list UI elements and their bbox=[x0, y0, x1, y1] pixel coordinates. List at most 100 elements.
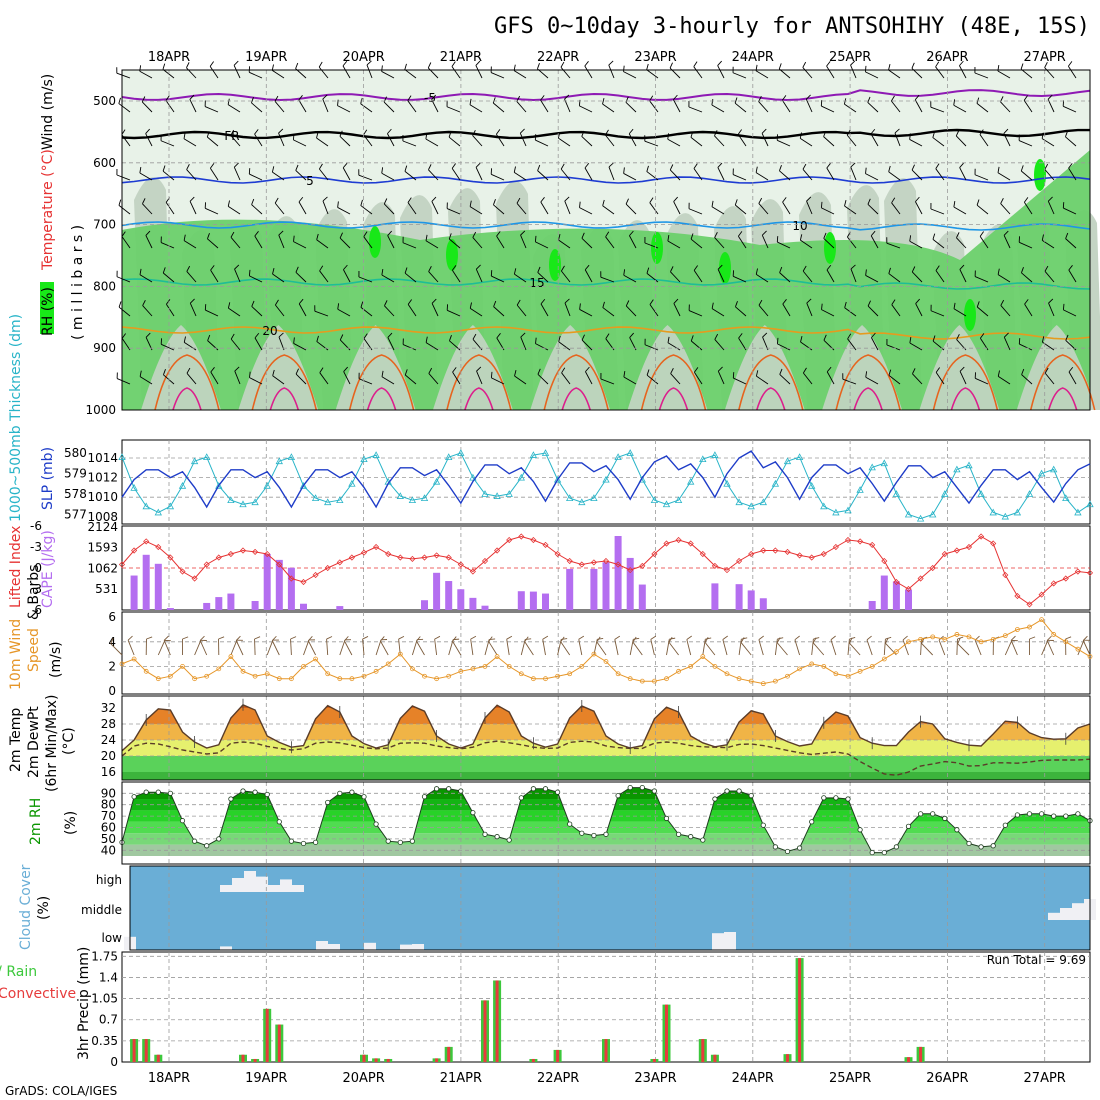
thickness-point bbox=[299, 481, 308, 489]
p4-ytick-label: 4 bbox=[108, 635, 116, 649]
wind-barb bbox=[888, 267, 891, 274]
wind-barb bbox=[339, 334, 344, 341]
lifted-index-point bbox=[1002, 571, 1009, 579]
wind-barb bbox=[581, 339, 593, 351]
cloud-low-bar bbox=[328, 944, 340, 950]
wind-barb bbox=[139, 274, 153, 283]
wind-barb bbox=[366, 64, 373, 79]
wind-barb bbox=[162, 170, 175, 181]
wind-barb bbox=[1068, 265, 1073, 271]
wind-barb bbox=[625, 198, 629, 205]
rh2m-point bbox=[1075, 811, 1081, 817]
wind-barb bbox=[407, 202, 417, 215]
precip-conv-bar bbox=[531, 1058, 535, 1062]
wind-barb bbox=[292, 133, 295, 140]
wind-barb bbox=[293, 241, 307, 249]
wind-barb bbox=[469, 206, 483, 215]
lifted-index-point bbox=[941, 550, 948, 558]
wind-barb bbox=[233, 60, 239, 66]
wind-barb bbox=[540, 95, 545, 101]
wind-barb bbox=[1020, 68, 1033, 79]
wind-barb bbox=[230, 231, 235, 238]
wind-barb bbox=[888, 273, 901, 283]
wind-barb bbox=[275, 304, 285, 317]
cloud-high-bar bbox=[220, 885, 232, 892]
wind-barb bbox=[272, 171, 285, 181]
wind-barb bbox=[407, 100, 417, 113]
wind-barb bbox=[935, 163, 940, 169]
wind-speed-point bbox=[869, 664, 875, 669]
wind-barb bbox=[428, 266, 432, 272]
wind-barb bbox=[520, 336, 527, 351]
isotherm-30-bump bbox=[950, 387, 981, 411]
isotherm-25-bump bbox=[835, 354, 901, 411]
wind-barb bbox=[888, 369, 892, 376]
wind-barb bbox=[649, 100, 659, 113]
wind-barb bbox=[363, 134, 373, 147]
wind-barb bbox=[363, 129, 368, 136]
wind-barb bbox=[667, 336, 670, 343]
wind-barb bbox=[490, 72, 505, 79]
wind-barb bbox=[210, 367, 215, 373]
bottom-date-label: 26APR bbox=[926, 1071, 968, 1086]
wind-barb bbox=[234, 268, 241, 283]
wind-barb bbox=[384, 305, 395, 317]
precip-conv-bar bbox=[265, 1008, 269, 1062]
thickness-point bbox=[832, 508, 840, 516]
wind-barb bbox=[1047, 99, 1055, 113]
thickness-point bbox=[529, 451, 538, 458]
wind-barb bbox=[1023, 202, 1033, 215]
wind-barb bbox=[930, 208, 945, 215]
p6-ylabel-a: 2m RH bbox=[28, 798, 44, 845]
thickness-point bbox=[348, 479, 356, 487]
thickness-point bbox=[953, 465, 961, 473]
thickness-point bbox=[541, 449, 550, 456]
wind-barb bbox=[581, 334, 585, 341]
surface-wind-barb bbox=[1082, 640, 1091, 656]
wind-speed-point bbox=[349, 676, 355, 682]
wind-barb bbox=[337, 201, 339, 208]
wind-barb bbox=[189, 298, 195, 304]
wind-barb bbox=[909, 133, 911, 140]
p7-ylabel-a: Cloud Cover bbox=[18, 864, 34, 950]
cape-bar bbox=[445, 581, 453, 610]
wind-barb bbox=[1065, 334, 1069, 341]
wind-barb bbox=[782, 201, 791, 215]
wind-barb bbox=[1000, 198, 1004, 204]
thickness-point bbox=[662, 500, 671, 508]
wind-barb bbox=[535, 139, 549, 147]
wind-barb bbox=[537, 170, 549, 181]
wind-barb bbox=[1020, 165, 1024, 172]
wind-barb bbox=[800, 137, 813, 147]
lifted-index-point bbox=[215, 554, 222, 561]
rh2m-point bbox=[228, 796, 234, 802]
wind-barb bbox=[911, 169, 923, 181]
wind-barb bbox=[600, 378, 615, 385]
wind-barb bbox=[516, 304, 527, 317]
wind-barb bbox=[959, 60, 964, 66]
wind-barb bbox=[894, 128, 900, 134]
lifted-index-point bbox=[530, 536, 537, 544]
wind-speed-point bbox=[531, 676, 536, 682]
wind-barb bbox=[210, 371, 219, 385]
p8-ylabel-a: Total / Rain bbox=[0, 964, 37, 980]
lifted-index-point bbox=[832, 543, 839, 551]
wind-barb bbox=[387, 230, 393, 236]
wind-barb bbox=[1044, 265, 1049, 272]
wind-barb bbox=[295, 368, 299, 375]
wind-barb bbox=[496, 235, 505, 249]
wind-barb bbox=[826, 366, 832, 373]
p8-ytick-label: 1.4 bbox=[99, 970, 118, 984]
wind-barb bbox=[932, 335, 936, 342]
isotherm-30-bump bbox=[853, 387, 883, 411]
wind-barb bbox=[778, 68, 791, 79]
wind-barb bbox=[717, 371, 725, 385]
wind-barb bbox=[295, 164, 299, 171]
wind-barb bbox=[496, 129, 501, 135]
lifted-index-point bbox=[615, 561, 622, 568]
wind-speed-point bbox=[1087, 654, 1093, 659]
thickness-point bbox=[1050, 465, 1058, 473]
thickness-point bbox=[578, 498, 586, 506]
rh2m-point bbox=[288, 838, 294, 844]
wind-speed-point bbox=[676, 668, 681, 674]
